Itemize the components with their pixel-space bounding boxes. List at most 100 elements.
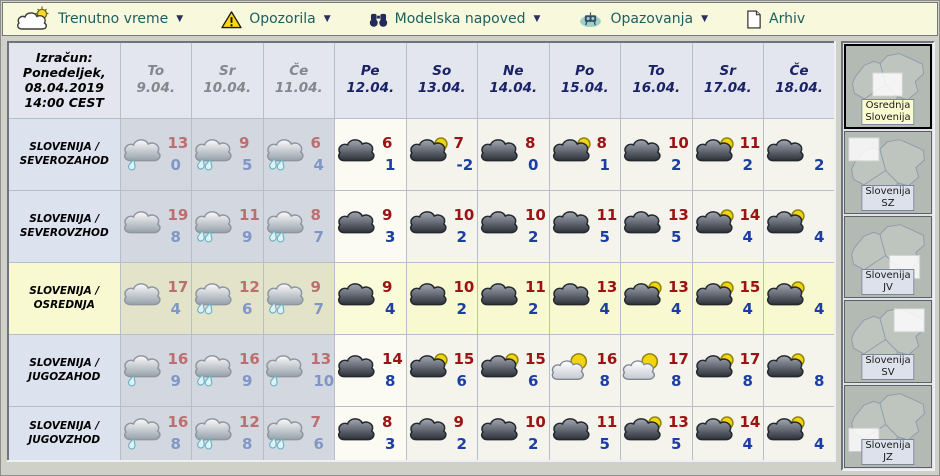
low-temp: 5 [671,435,682,454]
nav-label: Opozorila [249,11,316,27]
low-temp: 4 [671,300,682,318]
cloud-dark-icon [550,414,596,452]
day-date: 9.04. [136,80,175,97]
low-temp: 8 [242,435,253,454]
high-temp: 16 [167,350,189,368]
forecast-cell: 16 8 [548,333,621,407]
rain-cloud-1-icon [121,351,167,389]
run-info-title: Izračun: [35,50,93,66]
region-row-jugovzhod: SLOVENIJA / JUGOVZHOD 16 8 12 8 7 6 8 3 9 2 10 2 11 5 13… [7,405,836,462]
low-temp: 6 [313,435,324,454]
day-date: 18.04. [775,80,823,97]
high-temp: 16 [239,350,260,368]
nav-item-opozorila[interactable]: Opozorila ▼ [221,10,331,29]
cloud-sun-icon [693,414,739,452]
high-temp: 17 [167,278,189,296]
low-temp: 4 [313,156,324,174]
forecast-cell: 11 9 [191,189,264,263]
high-temp: 8 [596,134,607,152]
high-temp: 11 [739,134,761,152]
forecast-cell: 12 8 [191,405,264,462]
day-abbr: To [647,63,665,80]
high-temp: 9 [382,206,393,224]
cloud-gray-icon [121,279,167,317]
cloud-dark-icon [335,351,381,389]
day-date: 10.04. [203,80,252,97]
day-date: 12.04. [346,80,395,97]
nav-item-opazovanja[interactable]: Opazovanja ▼ [578,11,708,28]
high-temp: 16 [596,350,618,368]
map-thumb-4[interactable]: Slovenija JZ [844,385,932,468]
high-temp: 6 [310,134,321,152]
day-date: 15.04. [560,80,609,97]
high-temp: 6 [382,134,393,152]
chevron-down-icon: ▼ [701,14,708,24]
rain-cloud-2-icon [192,135,238,173]
low-temp: 5 [671,228,682,246]
rain-cloud-1-icon [121,135,167,173]
cloud-sun-icon [693,279,739,317]
nav-item-modelska-napoved[interactable]: Modelska napoved ▼ [369,11,540,28]
day-header-0: To 9.04. [119,41,192,119]
cloud-dark-icon [335,279,381,317]
rain-cloud-1-icon [264,351,309,389]
low-temp: 0 [528,156,539,174]
cloud-sun-icon [693,351,739,389]
cloud-dark-icon [478,135,524,173]
map-thumb-3[interactable]: Slovenija SV [844,300,932,384]
high-temp: 14 [739,413,761,432]
forecast-cell: 14 4 [691,189,764,263]
low-temp: 2 [528,228,539,246]
chevron-down-icon: ▼ [323,14,331,24]
forecast-cell: 15 4 [691,261,764,335]
map-label: Slovenija JV [861,269,915,296]
high-temp: 13 [167,134,189,152]
day-date: 11.04. [274,80,323,97]
low-temp: 9 [242,372,253,390]
low-temp: 2 [814,156,825,174]
rain-cloud-2-icon [192,351,238,389]
day-header-2: Če 11.04. [262,41,335,119]
high-temp: 10 [525,413,546,432]
high-temp: 19 [167,206,189,224]
forecast-cell: 16 9 [119,333,192,407]
region-name-line2: JUGOZAHOD [28,371,101,383]
high-temp: 9 [310,278,321,296]
forecast-cell: 11 5 [548,405,621,462]
high-temp: 13 [668,278,689,296]
day-header-8: Sr 17.04. [691,41,764,119]
high-temp: 17 [739,350,761,368]
forecast-table: Izračun: Ponedeljek, 08.04.2019 14:00 CE… [7,41,836,462]
forecast-cell: 13 4 [548,261,621,335]
binoculars-icon [369,11,388,28]
forecast-cell: 13 5 [620,189,693,263]
high-temp: 10 [668,134,689,152]
day-abbr: Če [289,63,309,80]
sun-cloud-icon [550,351,596,389]
nav-item-trenutno-vreme[interactable]: Trenutno vreme ▼ [15,6,183,32]
high-temp: 12 [239,278,260,296]
low-temp: 3 [385,228,396,246]
map-thumb-1[interactable]: Slovenija SZ [844,130,932,214]
run-info-day: Ponedeljek, [22,65,106,81]
nav-item-arhiv[interactable]: Arhiv [746,9,805,29]
low-temp: 7 [313,300,324,318]
day-abbr: Če [789,63,809,80]
nav-label: Trenutno vreme [58,11,169,27]
map-thumb-0[interactable]: Osrednja Slovenija [844,44,932,129]
forecast-cell: 13 0 [119,117,192,191]
low-temp: 4 [599,300,610,318]
low-temp: 10 [313,372,335,390]
map-thumb-2[interactable]: Slovenija JV [844,215,932,299]
low-temp: 8 [385,372,396,390]
cloud-dark-icon [621,207,667,245]
high-temp: 11 [596,206,618,224]
forecast-cell: 10 2 [405,189,478,263]
high-temp: 8 [382,413,393,432]
low-temp: 5 [599,228,610,246]
region-row-osrednja: SLOVENIJA / OSREDNJA 17 4 12 6 9 7 9 4 10 2 11 2 13 4 13… [7,261,836,335]
